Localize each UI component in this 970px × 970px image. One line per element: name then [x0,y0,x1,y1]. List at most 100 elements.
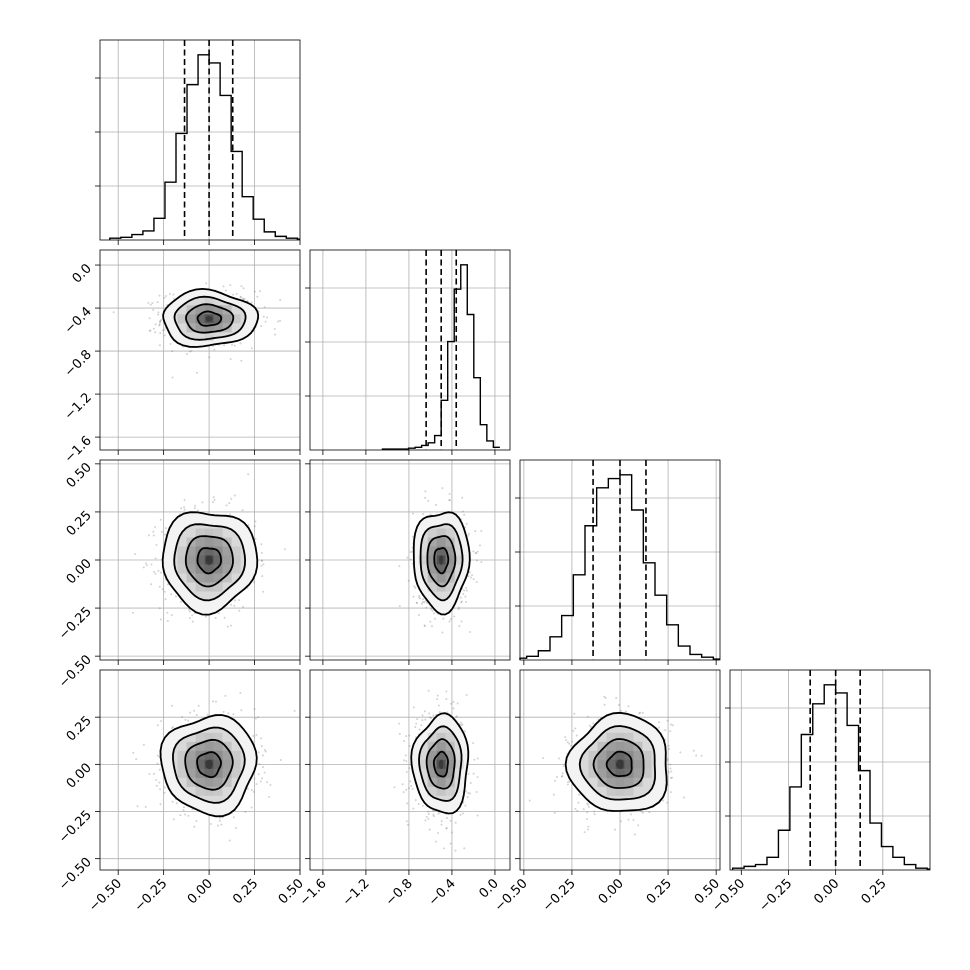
sample-point [204,615,207,618]
sample-point [253,525,256,528]
panel-frame [309,669,511,871]
density-cell [222,741,232,751]
density-cell [195,564,205,574]
sample-point [583,831,586,834]
sample-point [431,609,434,612]
sample-point [473,758,476,761]
histogram-panel-2 [305,249,511,451]
density-cell [177,750,187,760]
sample-point [262,590,265,593]
sample-point [425,606,428,609]
sample-point [585,817,588,820]
histogram-bar [220,95,231,240]
density-cell [445,546,455,556]
contour-line [410,712,470,815]
sample-point [262,563,265,566]
density-cell [615,750,625,760]
sample-point [411,550,414,553]
sample-point [627,818,630,821]
density-cell [445,759,455,769]
density-cell [624,786,634,796]
sample-point [465,693,468,696]
density-cell [445,777,455,787]
sample-point [586,811,589,814]
density-cell [231,564,241,574]
sample-point [293,709,296,712]
density-cell [204,768,214,778]
sample-point [467,575,470,578]
sample-point [454,849,457,852]
histogram-bar [678,646,690,660]
sample-point [428,712,431,715]
sample-point [451,831,454,834]
density-cell [186,750,196,760]
sample-point [169,342,172,345]
sample-point [421,804,424,807]
histogram-bar [242,197,253,240]
sample-point [666,719,669,722]
sample-point [262,766,265,769]
sample-point [476,814,479,817]
sample-point [463,730,466,733]
sample-point [183,508,186,511]
sample-point [427,817,430,820]
density-cell [445,582,455,592]
sample-point [421,601,424,604]
density-cell [615,786,625,796]
sample-point [239,342,242,345]
contour-line [196,310,223,327]
sample-point [401,783,404,786]
sample-point [576,809,579,812]
histogram-bar [585,526,597,660]
sample-point [542,757,545,760]
sample-point [469,782,472,785]
density-cell [624,777,634,787]
sample-point [273,328,276,331]
density-cell [222,573,232,583]
sample-point [575,734,578,737]
y-tick-label: 0.50 [64,460,95,491]
sample-point [193,507,196,510]
sample-point [187,814,190,817]
sample-point [261,559,264,562]
sample-point [163,590,166,593]
sample-point [460,620,463,623]
density-cell [427,528,437,538]
sample-point [398,605,401,608]
sample-point [232,713,235,716]
sample-point [274,333,277,336]
sample-point [212,501,215,504]
sample-point [434,503,437,506]
sample-point [467,791,470,794]
sample-point [638,712,641,715]
sample-point [166,620,169,623]
sample-point [188,617,191,620]
density-cell [204,546,214,556]
density-cell [615,732,625,742]
sample-point [241,297,244,300]
sample-point [159,320,162,323]
sample-point [441,631,444,634]
sample-point [172,297,175,300]
sample-point [420,724,423,727]
sample-point [232,293,235,296]
sample-point [459,813,462,816]
sample-point [171,350,174,353]
density-cell [204,314,214,324]
sample-point [569,744,572,747]
sample-point [432,714,435,717]
density-cell [606,741,616,751]
density-cell [427,732,437,742]
sample-point [415,722,418,725]
histogram-bar [538,651,550,660]
sample-point [233,494,236,497]
sample-point [238,599,241,602]
histogram-bar [198,55,209,240]
sample-point [448,499,451,502]
sample-point [446,711,449,714]
sample-point [417,803,420,806]
sample-point [402,791,405,794]
sample-point [224,289,227,292]
sample-point [158,344,161,347]
